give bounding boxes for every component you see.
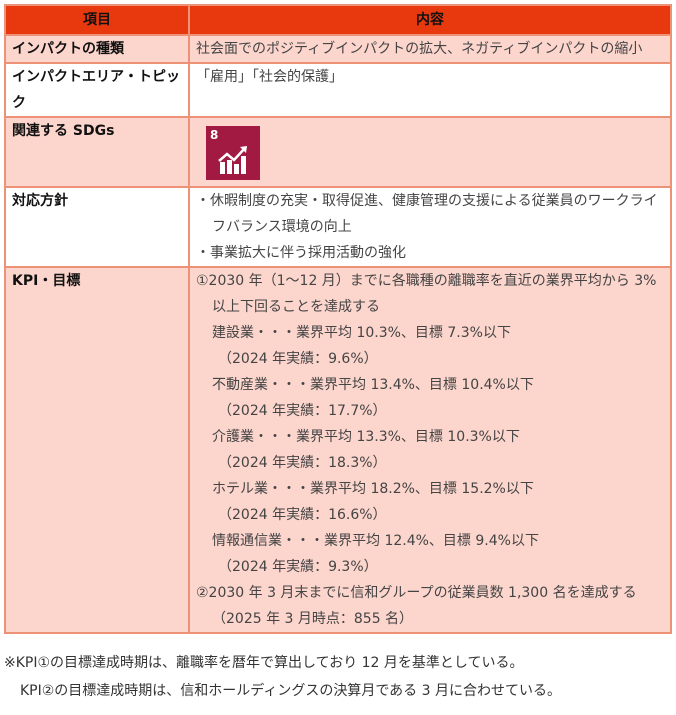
row-label: インパクトの種類 (4, 34, 190, 64)
industry-target: 建設業・・・業界平均 10.3%、目標 7.3%以下 (212, 325, 511, 341)
footnotes: ※KPI①の目標達成時期は、離職率を暦年で算出しており 12 月を基準としている… (4, 649, 561, 705)
industry-actual: （2024 年実績：9.3%） (218, 559, 378, 575)
industry-target: ホテル業・・・業界平均 18.2%、目標 15.2%以下 (212, 481, 534, 497)
industry-actual: （2024 年実績：16.6%） (218, 507, 387, 523)
row-content: 「雇用」「社会的保護」 (188, 62, 672, 118)
row-content: ①2030 年（1～12 月）までに各職種の離職率を直近の業界平均から 3%以上… (188, 266, 672, 634)
policy-item: ・事業拡大に伴う採用活動の強化 (196, 245, 406, 261)
header-content: 内容 (188, 4, 672, 36)
industry-target: 情報通信業・・・業界平均 12.4%、目標 9.4%以下 (212, 533, 539, 549)
table-row: インパクトの種類 社会面でのポジティブインパクトの拡大、ネガティブインパクトの縮… (4, 34, 672, 64)
table-row: 対応方針 ・休暇制度の充実・取得促進、健康管理の支援による従業員のワークライフバ… (4, 186, 672, 268)
table-header: 項目 内容 (4, 4, 672, 36)
footnote: ※KPI①の目標達成時期は、離職率を暦年で算出しており 12 月を基準としている… (4, 655, 524, 671)
industry-target: 介護業・・・業界平均 13.3%、目標 10.3%以下 (212, 429, 520, 445)
table-row: インパクトエリア・トピック 「雇用」「社会的保護」 (4, 62, 672, 118)
sdg-8-decent-work-economic-growth-icon: 8 (206, 126, 260, 180)
industry-actual: （2024 年実績：9.6%） (218, 351, 378, 367)
header-item: 項目 (4, 4, 190, 36)
footnote: KPI②の目標達成時期は、信和ホールディングスの決算月である 3 月に合わせてい… (20, 683, 561, 699)
industry-actual: （2024 年実績：18.3%） (218, 455, 387, 471)
table-row: KPI・目標 ①2030 年（1～12 月）までに各職種の離職率を直近の業界平均… (4, 266, 672, 634)
row-label: 対応方針 (4, 186, 190, 268)
table-row: 関連する SDGs 8 (4, 116, 672, 188)
industry-target: 不動産業・・・業界平均 13.4%、目標 10.4%以下 (212, 377, 534, 393)
policy-item: ・休暇制度の充実・取得促進、健康管理の支援による従業員のワークライフバランス環境… (196, 193, 658, 235)
industry-actual: （2024 年実績：17.7%） (218, 403, 387, 419)
row-label: KPI・目標 (4, 266, 190, 634)
row-label: 関連する SDGs (4, 116, 190, 188)
impact-table: 項目 内容 インパクトの種類 社会面でのポジティブインパクトの拡大、ネガティブイ… (4, 4, 672, 634)
row-content: ・休暇制度の充実・取得促進、健康管理の支援による従業員のワークライフバランス環境… (188, 186, 672, 268)
kpi-2: ②2030 年 3 月末までに信和グループの従業員数 1,300 名を達成する（… (196, 585, 637, 627)
row-content: 8 (188, 116, 672, 188)
kpi-1: ①2030 年（1～12 月）までに各職種の離職率を直近の業界平均から 3%以上… (196, 273, 657, 315)
row-label: インパクトエリア・トピック (4, 62, 190, 118)
row-content: 社会面でのポジティブインパクトの拡大、ネガティブインパクトの縮小 (188, 34, 672, 64)
